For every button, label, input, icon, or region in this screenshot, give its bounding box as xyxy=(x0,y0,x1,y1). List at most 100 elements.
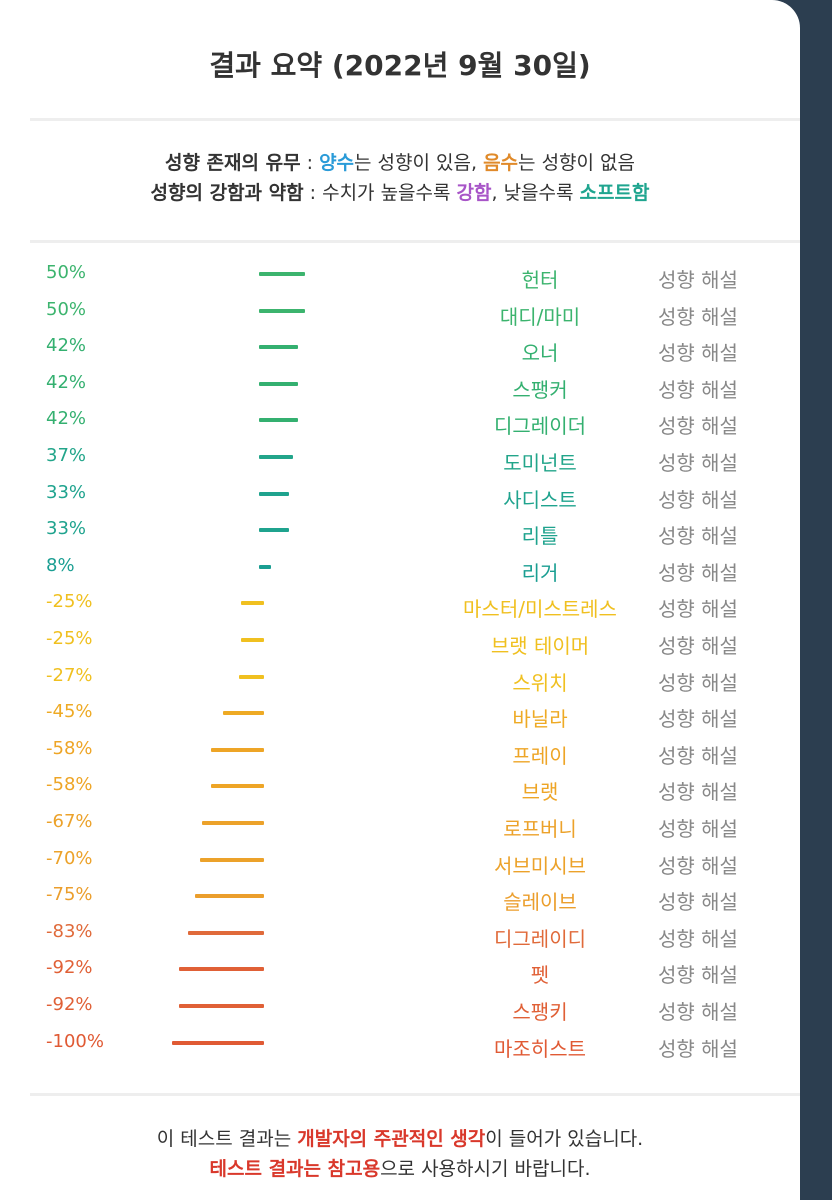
trait-explanation-link[interactable]: 성향 해설 xyxy=(658,707,738,732)
percent-label: -45% xyxy=(46,701,93,723)
percent-label: -58% xyxy=(46,774,93,796)
result-row: -58% 프레이 성향 해설 xyxy=(0,732,800,769)
trait-explanation-link[interactable]: 성향 해설 xyxy=(658,268,738,292)
trait-name: 리거 xyxy=(521,560,559,585)
percent-label: -70% xyxy=(46,847,93,869)
percent-label: -83% xyxy=(46,920,93,942)
result-row: -67% 로프버니 성향 해설 xyxy=(0,805,800,842)
legend-negative: 음수 xyxy=(483,152,519,174)
trait-explanation-link[interactable]: 성향 해설 xyxy=(658,780,738,805)
trait-explanation-link[interactable]: 성향 해설 xyxy=(658,1000,738,1024)
score-bar xyxy=(187,930,264,935)
trait-name: 디그레이더 xyxy=(494,414,586,439)
trait-explanation-link[interactable]: 성향 해설 xyxy=(658,414,738,439)
trait-explanation-link[interactable]: 성향 해설 xyxy=(658,1036,738,1061)
trait-explanation-link[interactable]: 성향 해설 xyxy=(658,926,738,951)
result-row: -45% 바닐라 성향 해설 xyxy=(0,695,800,732)
trait-explanation-link[interactable]: 성향 해설 xyxy=(658,451,738,475)
percent-label: -75% xyxy=(46,884,93,906)
trait-explanation-link[interactable]: 성향 해설 xyxy=(658,743,738,768)
legend-positive: 양수 xyxy=(319,152,355,174)
result-row: -25% 마스터/미스트레스 성향 해설 xyxy=(0,585,800,622)
percent-label: 33% xyxy=(46,481,87,503)
percent-label: 42% xyxy=(46,408,87,430)
score-bar xyxy=(259,345,298,350)
trait-explanation-link[interactable]: 성향 해설 xyxy=(658,524,738,549)
legend-sep: : 수치가 높을수록 xyxy=(303,182,457,204)
score-bar xyxy=(259,455,294,459)
result-row: -83% 디그레이디 성향 해설 xyxy=(0,915,800,952)
score-bar xyxy=(210,747,264,752)
result-row: -100% 마조히스트 성향 해설 xyxy=(0,1025,800,1062)
trait-name: 스팽키 xyxy=(512,1000,568,1024)
legend-text: , 낮을수록 xyxy=(491,182,580,204)
percent-label: 42% xyxy=(46,335,87,357)
score-bar xyxy=(259,381,298,386)
result-row: -58% 브랫 성향 해설 xyxy=(0,768,800,805)
percent-label: 50% xyxy=(46,298,87,320)
percent-label: -92% xyxy=(46,994,93,1015)
percent-label: 42% xyxy=(46,371,87,393)
result-row: -27% 스위치 성향 해설 xyxy=(0,659,800,696)
trait-explanation-link[interactable]: 성향 해설 xyxy=(658,963,738,988)
trait-explanation-link[interactable]: 성향 해설 xyxy=(658,817,738,841)
trait-name: 디그레이디 xyxy=(494,926,586,951)
trait-explanation-link[interactable]: 성향 해설 xyxy=(658,634,738,658)
trait-explanation-link[interactable]: 성향 해설 xyxy=(658,853,738,878)
trait-explanation-link[interactable]: 성향 해설 xyxy=(658,890,738,915)
page-title: 결과 요약 (2022년 9월 30일) xyxy=(209,49,591,82)
footer-line-1: 이 테스트 결과는 개발자의 주관적인 생각이 들어가 있습니다. xyxy=(0,1124,800,1151)
score-bar xyxy=(210,784,264,789)
footer-emphasis: 테스트 결과는 참고용 xyxy=(209,1158,381,1180)
percent-label: -25% xyxy=(46,591,93,613)
trait-name: 바닐라 xyxy=(512,707,568,732)
legend-line-1: 성향 존재의 유무 : 양수는 성향이 있음, 음수는 성향이 없음 xyxy=(0,148,800,175)
percent-label: -92% xyxy=(46,957,93,979)
divider xyxy=(30,1093,800,1096)
percent-label: 37% xyxy=(46,445,87,466)
footer-line-2: 테스트 결과는 참고용으로 사용하시기 바랍니다. xyxy=(0,1154,800,1181)
legend-text: 는 성향이 없음 xyxy=(518,152,636,174)
trait-explanation-link[interactable]: 성향 해설 xyxy=(658,670,738,695)
result-row: -92% 펫 성향 해설 xyxy=(0,951,800,988)
trait-explanation-link[interactable]: 성향 해설 xyxy=(658,560,738,585)
footer-text: 이 들어가 있습니다. xyxy=(485,1128,644,1150)
percent-label: -67% xyxy=(46,811,93,832)
result-row: 50% 대디/마미 성향 해설 xyxy=(0,293,800,330)
score-bar xyxy=(259,418,298,423)
trait-explanation-link[interactable]: 성향 해설 xyxy=(658,377,738,402)
result-row: 33% 사디스트 성향 해설 xyxy=(0,476,800,513)
trait-explanation-link[interactable]: 성향 해설 xyxy=(658,487,738,512)
legend-label: 성향의 강함과 약함 xyxy=(150,182,304,204)
score-bar xyxy=(239,674,264,679)
score-bar xyxy=(241,601,264,606)
trait-name: 브랫 테이머 xyxy=(490,634,590,658)
trait-name: 스위치 xyxy=(512,670,568,695)
result-row: 8% 리거 성향 해설 xyxy=(0,549,800,586)
result-card: 결과 요약 (2022년 9월 30일) 성향 존재의 유무 : 양수는 성향이… xyxy=(0,0,800,1200)
trait-name: 브랫 xyxy=(521,780,559,805)
score-bar xyxy=(241,638,264,642)
result-row: -70% 서브미시브 성향 해설 xyxy=(0,842,800,879)
trait-explanation-link[interactable]: 성향 해설 xyxy=(658,597,738,622)
score-bar xyxy=(259,308,305,313)
trait-explanation-link[interactable]: 성향 해설 xyxy=(658,304,738,329)
percent-label: 33% xyxy=(46,518,87,540)
score-bar xyxy=(179,967,264,972)
divider xyxy=(30,240,800,243)
footer-text: 이 테스트 결과는 xyxy=(156,1128,298,1150)
trait-name: 대디/마미 xyxy=(499,304,581,329)
legend-soft: 소프트함 xyxy=(579,182,650,204)
score-bar xyxy=(199,857,264,862)
legend-strong: 강함 xyxy=(456,182,492,204)
legend-text: 는 성향이 있음, xyxy=(354,152,484,174)
result-row: 42% 오너 성향 해설 xyxy=(0,329,800,366)
result-row: -92% 스팽키 성향 해설 xyxy=(0,988,800,1025)
legend-line-2: 성향의 강함과 약함 : 수치가 높을수록 강함, 낮을수록 소프트함 xyxy=(0,178,800,205)
result-row: -25% 브랫 테이머 성향 해설 xyxy=(0,622,800,659)
trait-name: 슬레이브 xyxy=(503,890,577,915)
score-bar xyxy=(172,1040,264,1045)
trait-explanation-link[interactable]: 성향 해설 xyxy=(658,341,738,366)
result-row: -75% 슬레이브 성향 해설 xyxy=(0,878,800,915)
trait-name: 헌터 xyxy=(521,268,559,292)
